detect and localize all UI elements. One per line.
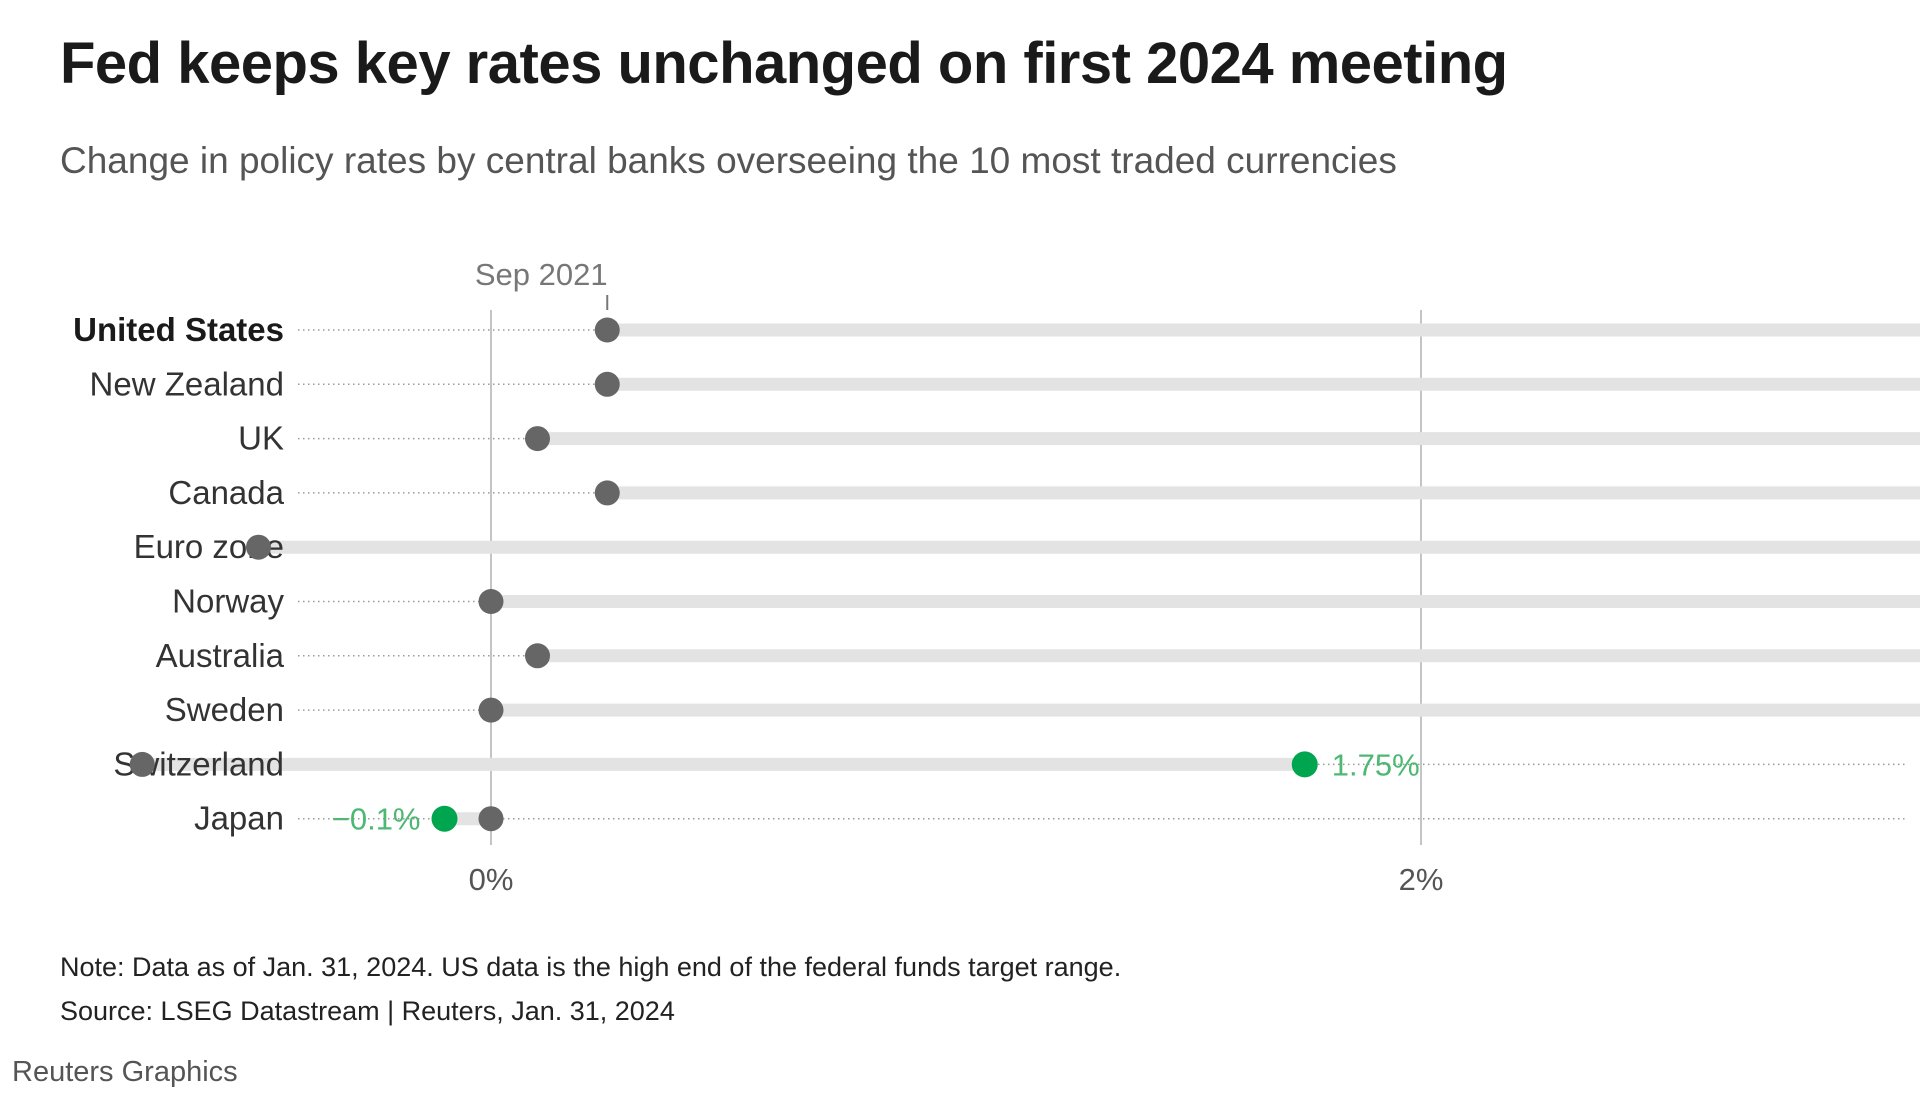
country-label: Japan [194,800,284,837]
chart-title: Fed keeps key rates unchanged on first 2… [60,31,1508,96]
start-dot [478,697,504,723]
latest-dot [431,805,458,832]
start-dot [594,480,620,506]
start-dot [246,534,271,560]
start-dot [129,751,155,777]
grid-layer [490,310,1422,845]
country-label: Canada [168,474,284,511]
start-dot [478,589,504,614]
start-dot [525,643,550,669]
start-dot [478,806,504,832]
country-label: New Zealand [90,365,284,402]
x-tick-label: 2% [1399,862,1444,897]
axis-layer: 0%2%4%6%Sep 2021Latest [469,257,1444,897]
country-label: Switzerland [113,745,284,782]
credit-line: Reuters Graphics [12,1056,238,1088]
rows-layer: United States5.5%New Zealand5.5%UK5.25%C… [73,311,1920,837]
country-label: Sweden [165,691,284,728]
chart-subtitle: Change in policy rates by central banks … [60,140,1397,181]
latest-value-label: −0.1% [332,802,421,837]
country-label: United States [73,311,284,348]
chart-source: Source: LSEG Datastream | Reuters, Jan. … [60,996,675,1026]
x-tick-label: 0% [469,862,514,897]
country-label: Euro zone [134,528,284,565]
start-dot [525,426,550,452]
country-label: Norway [172,583,284,620]
start-dot [594,317,620,343]
latest-value-label: 1.75% [1332,747,1420,782]
chart-note: Note: Data as of Jan. 31, 2024. US data … [60,952,1122,982]
country-label: Australia [156,637,285,674]
country-label: UK [238,420,284,457]
start-column-header: Sep 2021 [475,257,608,292]
start-dot [594,371,620,397]
latest-dot [1291,751,1318,778]
